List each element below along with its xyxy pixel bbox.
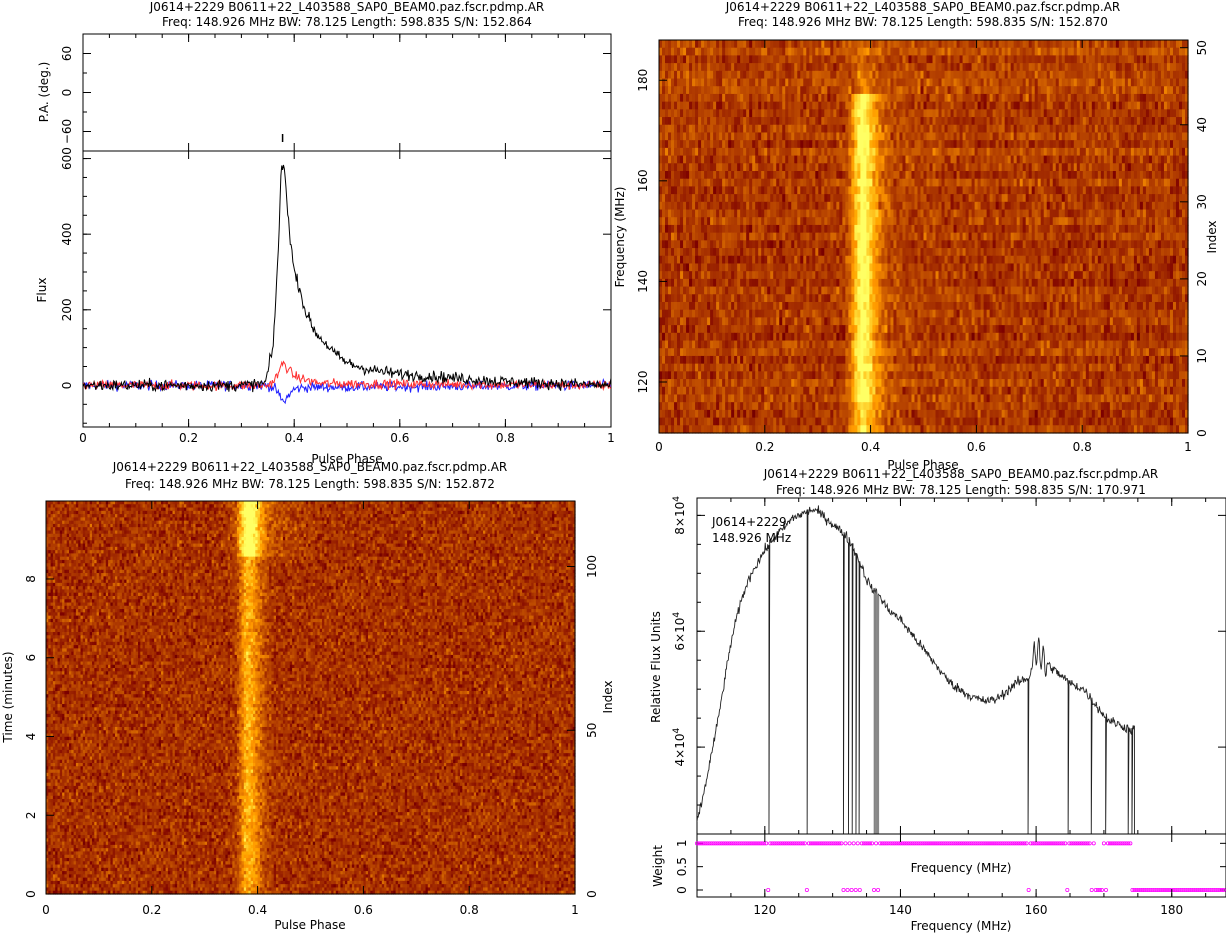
pa-axis-ticks: −60 0 60 [60, 34, 611, 151]
profile-title: J0614+2229 B0611+22_L403588_SAP0_BEAM0.p… [149, 0, 545, 14]
flux-y-tick-label: 400 [60, 223, 74, 246]
pa-ylabel: P.A. (deg.) [37, 62, 51, 123]
pa-y-tick-label: 60 [60, 46, 74, 61]
pa-y-tick-label: 0 [60, 89, 74, 97]
profile-x-tick-label: 0.8 [496, 431, 515, 445]
freq-phase-panel: J0614+2229 B0611+22_L403588_SAP0_BEAM0.p… [613, 0, 1219, 472]
freq-phase-title: J0614+2229 B0611+22_L403588_SAP0_BEAM0.p… [725, 0, 1121, 14]
profile-x-tick-label: 0.6 [390, 431, 409, 445]
flux-y-tick-label: 200 [60, 298, 74, 321]
profile-x-tick-label: 0.2 [179, 431, 198, 445]
profile-panel: J0614+2229 B0611+22_L403588_SAP0_BEAM0.p… [35, 0, 615, 466]
freq-phase-heatmap [659, 40, 1189, 434]
pa-y-tick-label: −60 [60, 119, 74, 144]
freq-phase-subtitle: Freq: 148.926 MHz BW: 78.125 Length: 598… [738, 15, 1108, 29]
flux-ylabel: Flux [35, 278, 49, 303]
profile-x-tick-label: 0 [79, 431, 87, 445]
profile-subtitle: Freq: 148.926 MHz BW: 78.125 Length: 598… [162, 15, 532, 29]
flux-series-line [83, 165, 611, 392]
profile-x-tick-label: 1 [607, 431, 615, 445]
flux-series [83, 165, 611, 403]
flux-y-tick-label: 600 [60, 147, 74, 170]
flux-y-tick-label: 0 [60, 382, 74, 390]
pa-plot-frame [83, 34, 611, 151]
profile-x-tick-label: 0.4 [285, 431, 304, 445]
